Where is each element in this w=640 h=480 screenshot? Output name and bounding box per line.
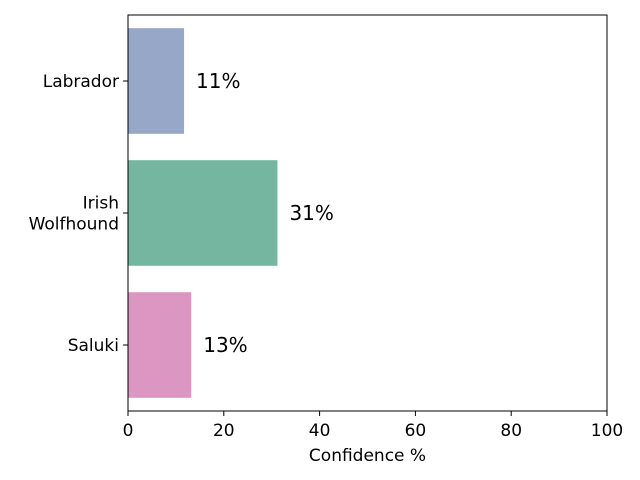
x-axis-label: Confidence % [309,446,426,466]
x-tick-label-1: 20 [213,421,235,441]
y-tick-label-1-line-0: Irish [83,194,119,214]
x-tick-label-3: 60 [405,421,427,441]
data-label-2: 13% [203,333,247,357]
x-tick-label-5: 100 [591,421,623,441]
y-tick-label-0: Labrador [43,72,119,92]
x-tick-label-4: 80 [500,421,522,441]
data-label-1: 31% [289,201,333,225]
x-axis-ticks: 0 20 40 60 80 100 [123,411,623,441]
x-tick-label-0: 0 [123,421,134,441]
bars-group [128,28,278,398]
bar-1 [128,160,278,266]
bar-2 [128,292,192,398]
x-tick-label-2: 40 [309,421,331,441]
y-tick-label-2: Saluki [68,336,119,356]
data-label-0: 11% [196,69,240,93]
y-tick-label-1-line-1: Wolfhound [29,215,119,235]
bar-0 [128,28,185,134]
data-labels-group: 11% 31% 13% [196,69,334,357]
